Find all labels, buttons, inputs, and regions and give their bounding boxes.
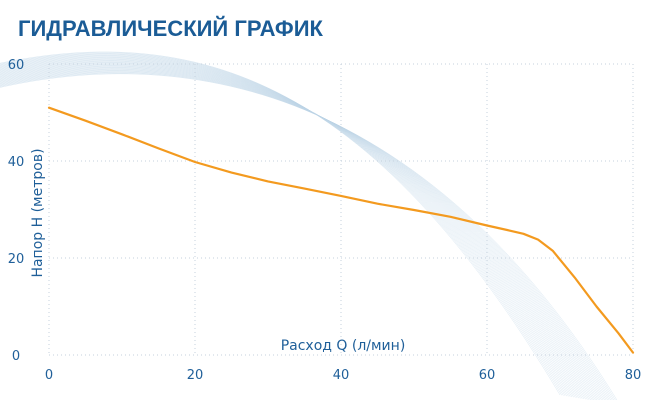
wave-line [0,62,590,400]
wave-line [0,54,568,397]
wave-line [0,65,598,400]
wave-line [0,59,581,399]
series-group [47,106,635,354]
wave-line [0,58,578,398]
wave-line [0,58,580,399]
wave-line [0,68,605,400]
y-tick-label: 40 [8,155,25,170]
wave-line [0,52,562,396]
chart-title: ГИДРАВЛИЧЕСКИЙ ГРАФИК [18,16,324,41]
x-tick-label: 80 [625,368,642,383]
x-tick-label: 0 [45,368,53,383]
wave-line [0,52,564,396]
y-tick-label: 0 [12,349,20,364]
wave-line [0,55,571,397]
wave-line [0,69,608,400]
wave-line [0,56,573,398]
wave-line [0,54,569,397]
x-tick-label: 20 [187,368,204,383]
x-tick-label: 40 [333,368,350,383]
wave-line [0,51,561,396]
wave-line [0,63,593,400]
wave-line [0,61,588,400]
x-axis-label: Расход Q (л/мин) [281,338,406,354]
x-tick-labels: 0 20 40 60 80 [45,368,641,383]
wave-line [0,66,599,400]
wave-line [0,57,576,398]
x-tick-label: 60 [479,368,496,383]
y-tick-label: 20 [8,252,25,267]
series-line [47,106,635,354]
wave-line [0,64,595,400]
wave-line [0,68,604,400]
y-tick-labels: 0 20 40 60 [8,58,25,364]
y-tick-label: 60 [8,58,25,73]
grid-lines [48,63,634,356]
wave-line [0,60,583,399]
wave-line [0,69,607,400]
wave-line [0,65,596,400]
wave-line [0,53,566,396]
wave-line [0,63,592,400]
wave-line [0,66,601,400]
wave-line [0,61,586,400]
wave-line [0,56,574,398]
y-axis-label: Напор H (метров) [30,148,46,277]
background-wave-decoration [0,51,618,400]
wave-line [0,60,585,400]
